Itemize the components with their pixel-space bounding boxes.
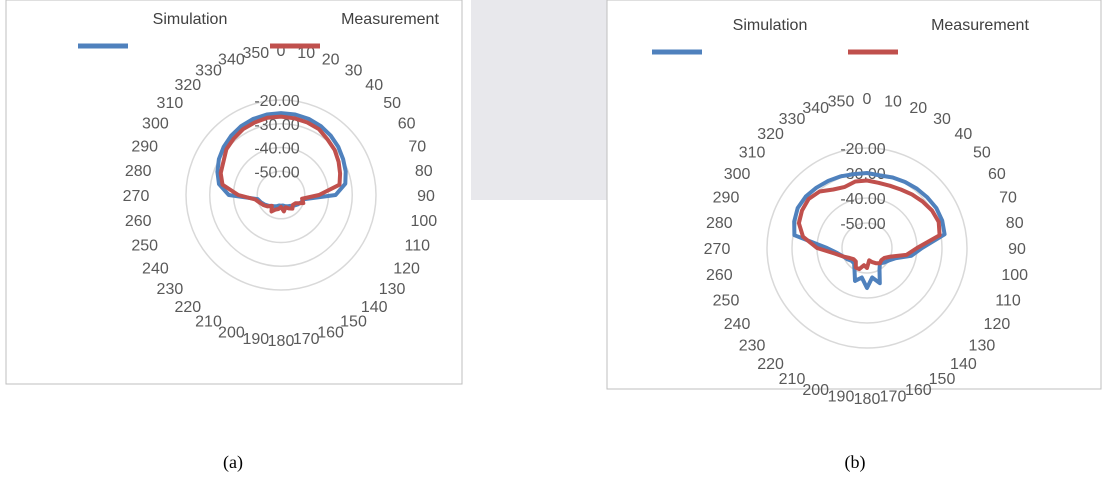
angle-tick-label: 50 (973, 145, 991, 162)
legend-label-measurement: Measurement (931, 17, 1029, 34)
angle-tick-label: 50 (383, 95, 401, 112)
grid-ring (841, 222, 893, 274)
series-line-measurement (218, 114, 343, 214)
angle-tick-label: 290 (131, 138, 158, 155)
angle-tick-label: 130 (379, 281, 406, 298)
angle-tick-label: 270 (704, 241, 731, 258)
angle-tick-label: 290 (713, 190, 740, 207)
angle-tick-label: 10 (884, 93, 902, 110)
angle-tick-label: 160 (905, 382, 932, 399)
angle-tick-label: 350 (242, 45, 269, 62)
angle-tick-label: 320 (757, 126, 784, 143)
angle-tick-label: 220 (174, 299, 201, 316)
angle-tick-label: 230 (739, 337, 766, 354)
angle-tick-label: 280 (706, 215, 733, 232)
angle-tick-label: 330 (779, 111, 806, 128)
angle-tick-label: 330 (195, 62, 222, 79)
legend-label-simulation: Simulation (733, 17, 808, 34)
angle-tick-label: 240 (724, 316, 751, 333)
angle-tick-label: 200 (802, 382, 829, 399)
angle-tick-label: 40 (955, 126, 973, 143)
angle-tick-label: 180 (854, 391, 881, 408)
angle-tick-label: 70 (408, 138, 426, 155)
angle-tick-label: 170 (293, 331, 320, 348)
angle-tick-label: 20 (909, 100, 927, 117)
chart-b-frame (606, 0, 1102, 390)
angle-tick-label: 140 (950, 356, 977, 373)
angle-tick-label: 190 (242, 331, 269, 348)
angle-tick-label: 300 (142, 116, 169, 133)
angle-tick-label: 310 (739, 145, 766, 162)
angle-tick-label: 230 (157, 281, 184, 298)
angle-tick-label: 240 (142, 261, 169, 278)
angle-tick-label: 30 (933, 111, 951, 128)
grid-ring (185, 99, 377, 291)
angle-tick-label: 320 (174, 77, 201, 94)
angle-tick-label: 340 (218, 52, 245, 69)
radial-tick-label: -20.00 (254, 93, 299, 110)
radial-tick-label: -30.00 (254, 117, 299, 134)
angle-tick-label: 10 (297, 45, 315, 62)
angle-tick-label: 270 (123, 188, 150, 205)
angle-tick-label: 340 (802, 100, 829, 117)
angle-tick-label: 260 (706, 267, 733, 284)
angle-tick-label: 30 (345, 62, 363, 79)
series-line-measurement (796, 178, 942, 272)
angle-tick-label: 80 (415, 163, 433, 180)
angle-tick-label: 60 (988, 166, 1006, 183)
angle-tick-label: 60 (398, 116, 416, 133)
angle-tick-label: 90 (417, 188, 435, 205)
angle-tick-label: 250 (713, 292, 740, 309)
angle-tick-label: 190 (828, 389, 855, 406)
angle-tick-label: 80 (1006, 215, 1024, 232)
radial-tick-label: -50.00 (254, 164, 299, 181)
angle-tick-label: 100 (1001, 267, 1028, 284)
angle-tick-label: 0 (863, 91, 872, 108)
angle-tick-label: 310 (157, 95, 184, 112)
radial-tick-label: -40.00 (840, 191, 885, 208)
chart-b: -20.00-30.00-40.00-50.000 10 2030405060708… (652, 17, 1029, 408)
grid-ring (256, 170, 306, 220)
angle-tick-label: 20 (322, 52, 340, 69)
angle-tick-label: 180 (268, 333, 295, 350)
angle-tick-label: 210 (779, 371, 806, 388)
grid-ring (209, 123, 353, 267)
angle-tick-label: 140 (361, 299, 388, 316)
angle-tick-label: 160 (317, 324, 344, 341)
angle-tick-label: 150 (340, 314, 367, 331)
angle-tick-label: 170 (880, 389, 907, 406)
angle-tick-label: 250 (131, 238, 158, 255)
angle-tick-label: 90 (1008, 241, 1026, 258)
caption-a: (a) (223, 452, 243, 473)
angle-tick-label: 300 (724, 166, 751, 183)
angle-tick-label: 130 (969, 337, 996, 354)
grid-ring (766, 147, 968, 349)
angle-tick-label: 40 (365, 77, 383, 94)
angle-tick-label: 350 (828, 93, 855, 110)
angle-tick-label: 220 (757, 356, 784, 373)
angle-tick-label: 110 (405, 238, 431, 255)
caption-b: (b) (845, 452, 866, 473)
series-line-simulation (792, 171, 947, 290)
angle-tick-label: 110 (995, 292, 1021, 309)
angle-tick-label: 200 (218, 324, 245, 341)
angle-tick-label: 0 (277, 43, 286, 60)
angle-tick-label: 150 (929, 371, 956, 388)
legend-label-simulation: Simulation (153, 11, 228, 28)
radial-tick-label: -40.00 (254, 141, 299, 158)
angle-tick-label: 120 (984, 316, 1011, 333)
angle-tick-label: 100 (410, 213, 437, 230)
angle-tick-label: 260 (125, 213, 152, 230)
angle-tick-label: 70 (999, 190, 1017, 207)
radial-tick-label: -50.00 (840, 216, 885, 233)
angle-tick-label: 280 (125, 163, 152, 180)
angle-tick-label: 120 (393, 261, 420, 278)
radial-tick-label: -20.00 (840, 141, 885, 158)
angle-tick-label: 210 (195, 314, 222, 331)
legend-label-measurement: Measurement (341, 11, 439, 28)
